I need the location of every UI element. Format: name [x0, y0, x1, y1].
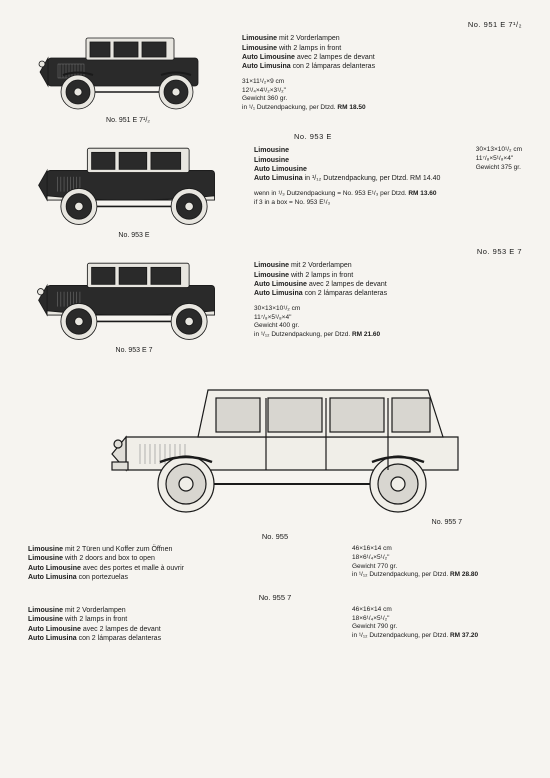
desc-line: Auto Limousine avec 2 lampes de devant: [254, 280, 522, 289]
item-number: No. 951 E 7¹/₂: [242, 20, 522, 30]
spec-line: 11⁷/₈×5¹/₈×4": [254, 314, 522, 323]
spec-line: 46×16×14 cm: [352, 545, 522, 554]
entry-details: No. 951 E 7¹/₂ Limousine mit 2 Vorderlam…: [228, 20, 522, 113]
entry-details: No. 953 E 7 Limousine mit 2 Vorderlampen…: [240, 247, 522, 340]
desc-line: Limousine with 2 doors and box to open: [28, 554, 184, 563]
spec-line: wenn in ¹/₃ Dutzendpackung = No. 953 E¹/…: [254, 190, 522, 199]
desc-line: Limousine with 2 lamps in front: [242, 44, 522, 53]
car-caption: No. 953 E 7: [28, 347, 240, 354]
spec-line: 31×11¹/₂×9 cm: [242, 78, 522, 87]
desc-line: Auto Limusina in ¹/₁₂ Dutzendpackung, pe…: [254, 174, 440, 183]
car-illustration: No. 951 E 7¹/₂: [28, 20, 228, 124]
desc-line: Auto Limousine avec des portes et malle …: [28, 564, 184, 573]
item-number: No. 953 E 7: [254, 247, 522, 257]
spec-line: in ¹/₁ Dutzendpackung, per Dtzd. RM 18.5…: [242, 104, 522, 113]
car-illustration: No. 953 E 7: [28, 247, 240, 354]
item-number: No. 955 7: [28, 593, 522, 602]
desc-list: LimousineLimousineAuto LimousineAuto Lim…: [254, 146, 440, 184]
spec-line: Gewicht 400 gr.: [254, 322, 522, 331]
spec-line: if 3 in a box = No. 953 E¹/₃: [254, 199, 522, 208]
specs: 31×11¹/₂×9 cm12¹/₄×4¹/₂×3¹/₂"Gewicht 360…: [242, 78, 522, 113]
car-caption: No. 951 E 7¹/₂: [28, 117, 228, 124]
car-caption: No. 955 7: [98, 519, 462, 526]
specs: 30×13×10¹/₂ cm11⁷/₈×5¹/₈×4"Gewicht 400 g…: [254, 305, 522, 340]
desc-line: Limousine mit 2 Vorderlampen: [242, 34, 522, 43]
desc-line: Auto Limousine avec 2 lampes de devant: [28, 625, 161, 634]
desc-list: Limousine mit 2 VorderlampenLimousine wi…: [242, 34, 522, 72]
bottom-section: No. 955 Limousine mit 2 Türen und Koffer…: [28, 532, 522, 644]
spec-line: Gewicht 790 gr.: [352, 623, 522, 632]
catalog-entry: No. 953 E No. 953 E LimousineLimousineAu…: [28, 132, 522, 239]
desc-list: Limousine mit 2 Türen und Koffer zum Öff…: [28, 545, 184, 583]
desc-line: Auto Limusina con portezuelas: [28, 573, 184, 582]
desc-line: Limousine mit 2 Vorderlampen: [28, 606, 161, 615]
spec-line: Gewicht 360 gr.: [242, 95, 522, 104]
specs-right: 30×13×10¹/₂ cm11⁷/₈×5¹/₈×4"Gewicht 375 g…: [476, 146, 522, 184]
desc-line: Auto Limousine avec 2 lampes de devant: [242, 53, 522, 62]
desc-line: Limousine mit 2 Vorderlampen: [254, 261, 522, 270]
desc-line: Limousine: [254, 146, 440, 155]
desc-line: Limousine with 2 lamps in front: [28, 615, 161, 624]
desc-list: Limousine mit 2 VorderlampenLimousine wi…: [28, 606, 161, 644]
spec-line: 18×6¹/₄×5¹/₂": [352, 554, 522, 563]
spec-line: 30×13×10¹/₂ cm: [476, 146, 522, 155]
spec-line: Gewicht 770 gr.: [352, 563, 522, 572]
catalog-entry: No. 953 E 7 No. 953 E 7 Limousine mit 2 …: [28, 247, 522, 354]
desc-line: Auto Limusina con 2 lámparas delanteras: [242, 62, 522, 71]
extra-notes: wenn in ¹/₃ Dutzendpackung = No. 953 E¹/…: [254, 190, 522, 208]
item-number: No. 955: [28, 532, 522, 541]
car-caption: No. 953 E: [28, 232, 240, 239]
desc-line: Limousine: [254, 156, 440, 165]
catalog-entry: No. 951 E 7¹/₂ No. 951 E 7¹/₂ Limousine …: [28, 20, 522, 124]
entry-details: No. 953 E LimousineLimousineAuto Limousi…: [240, 132, 522, 207]
spec-line: in ¹/₁₂ Dutzendpackung, per Dtzd. RM 28.…: [352, 571, 522, 580]
spec-line: Gewicht 375 gr.: [476, 164, 522, 173]
spec-line: 46×16×14 cm: [352, 606, 522, 615]
desc-line: Auto Limousine: [254, 165, 440, 174]
item-number: No. 953 E: [294, 132, 522, 142]
spec-line: 11⁷/₈×5¹/₈×4": [476, 155, 522, 164]
spec-line: 18×6¹/₄×5¹/₂": [352, 615, 522, 624]
desc-line: Auto Limusina con 2 lámparas delanteras: [254, 289, 522, 298]
specs: 46×16×14 cm18×6¹/₄×5¹/₂"Gewicht 790 gr.i…: [352, 606, 522, 641]
spec-line: 30×13×10¹/₂ cm: [254, 305, 522, 314]
spec-line: in ¹/₁₂ Dutzendpackung, per Dtzd. RM 21.…: [254, 331, 522, 340]
desc-line: Limousine mit 2 Türen und Koffer zum Öff…: [28, 545, 184, 554]
large-car-illustration: No. 955 7: [98, 362, 522, 526]
desc-line: Limousine with 2 lamps in front: [254, 271, 522, 280]
desc-line: Auto Limusina con 2 lámparas delanteras: [28, 634, 161, 643]
car-illustration: No. 953 E: [28, 132, 240, 239]
spec-line: 12¹/₄×4¹/₂×3¹/₂": [242, 87, 522, 96]
specs: 46×16×14 cm18×6¹/₄×5¹/₂"Gewicht 770 gr.i…: [352, 545, 522, 580]
spec-line: in ¹/₁₂ Dutzendpackung, per Dtzd. RM 37.…: [352, 632, 522, 641]
desc-list: Limousine mit 2 VorderlampenLimousine wi…: [254, 261, 522, 299]
